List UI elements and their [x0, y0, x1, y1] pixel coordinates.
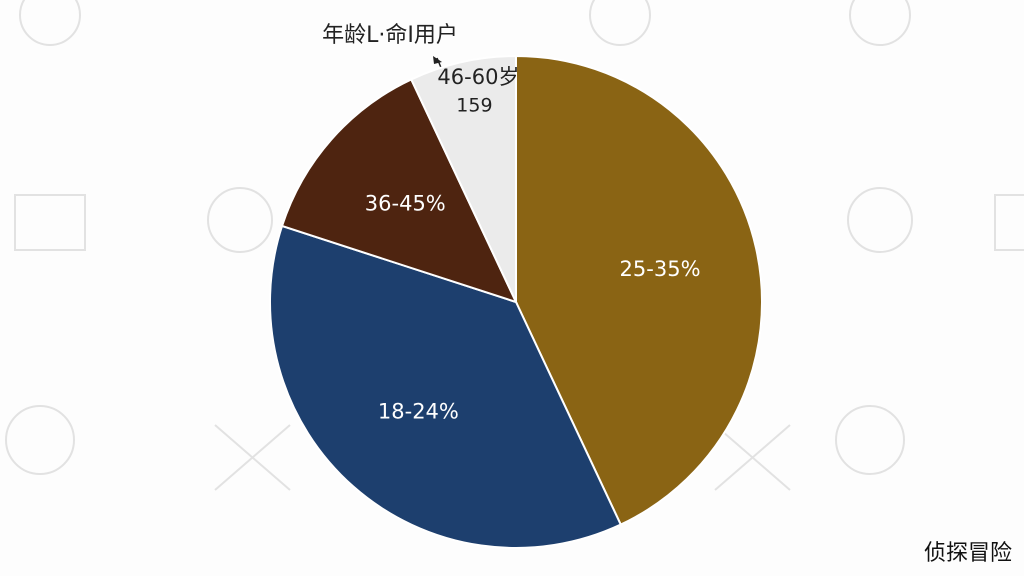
slice-label: 25-35%: [620, 257, 701, 281]
slice-label: 46-60岁: [437, 65, 519, 89]
pie-slice: [515, 54, 763, 526]
slice-label: 18-24%: [378, 400, 459, 424]
pie-slice: [409, 54, 517, 303]
annotation-arrowhead: [433, 56, 442, 64]
slice-label: 36-45%: [365, 191, 446, 215]
watermark: 侦探冒险: [924, 541, 1012, 566]
slice-annotation: 159: [456, 94, 492, 116]
pie: 25-35% 18-24% 36-45% 46-60岁 159: [269, 54, 763, 549]
chart-title: 年龄L·命I用户: [322, 23, 458, 48]
pie-slice: [269, 224, 623, 549]
background-decoration: [5, 0, 1024, 491]
pie-slice: [280, 78, 518, 304]
